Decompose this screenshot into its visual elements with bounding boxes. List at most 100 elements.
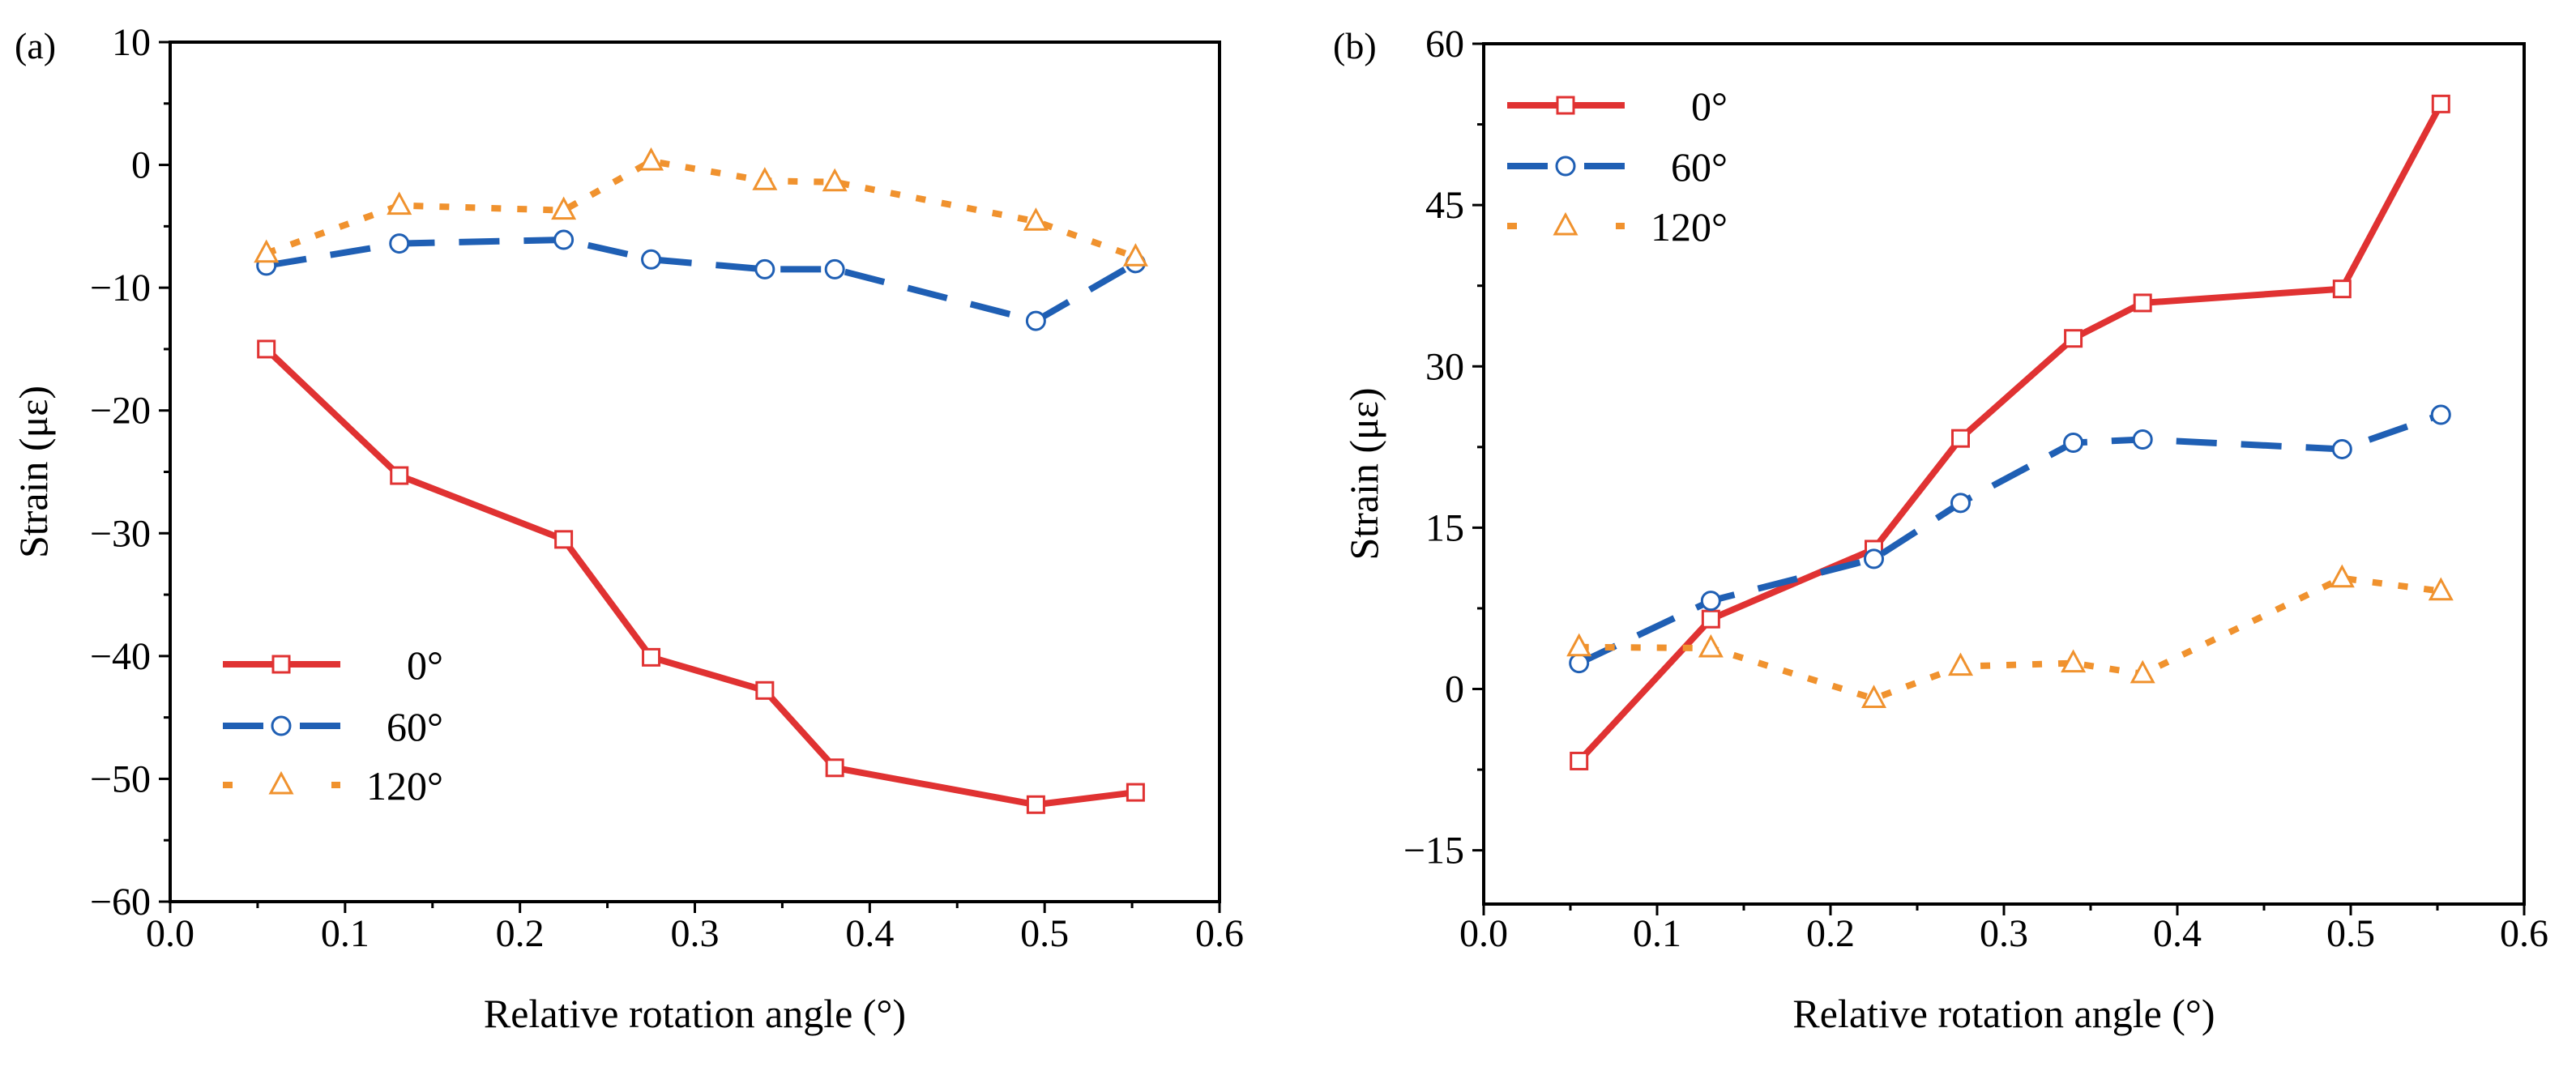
- triangle-marker: [551, 196, 577, 220]
- series-triangle: [254, 147, 1148, 267]
- circle-marker: [2331, 438, 2352, 459]
- series-line: [1577, 412, 2442, 667]
- x-tick-label: 0.1: [321, 912, 370, 955]
- legend-label: 60°: [387, 704, 443, 749]
- circle-marker: [2430, 404, 2451, 425]
- square-marker: [554, 530, 574, 549]
- square-marker: [257, 339, 276, 359]
- series-circle: [256, 229, 1146, 331]
- triangle-marker: [387, 191, 412, 215]
- circle-marker: [1025, 310, 1046, 331]
- circle-marker: [754, 258, 775, 279]
- series-triangle: [1566, 564, 2454, 708]
- triangle-marker: [2329, 564, 2355, 588]
- triangle-marker: [639, 147, 664, 171]
- x-tick-label: 0.5: [1020, 912, 1069, 955]
- circle-marker: [641, 249, 662, 270]
- square-marker: [2332, 279, 2352, 299]
- square-marker: [1026, 795, 1045, 814]
- series-line: [266, 237, 1138, 325]
- square-marker: [1570, 751, 1589, 770]
- square-marker: [2133, 293, 2152, 313]
- y-tick-label: 60: [1425, 23, 1464, 66]
- circle-marker: [271, 715, 292, 736]
- legend-item: 60°: [1507, 144, 1728, 190]
- triangle-marker: [1122, 243, 1148, 267]
- legend-label: 0°: [407, 642, 443, 688]
- triangle-marker: [1698, 633, 1724, 658]
- y-tick-label: −20: [90, 390, 151, 433]
- triangle-marker: [2130, 659, 2155, 684]
- y-tick-label: 45: [1425, 184, 1464, 227]
- square-marker: [825, 758, 844, 778]
- y-axis-label: Strain (με): [11, 386, 56, 558]
- x-tick-label: 0.1: [1633, 912, 1681, 955]
- x-axis-label: Relative rotation angle (°): [1792, 991, 2215, 1036]
- series-square: [1570, 94, 2450, 770]
- circle-marker: [1864, 548, 1884, 569]
- square-marker: [1951, 429, 1970, 448]
- square-marker: [271, 655, 291, 674]
- y-tick-label: 15: [1425, 506, 1464, 549]
- triangle-marker: [1947, 652, 1974, 676]
- series-line: [1576, 102, 2444, 764]
- x-tick-label: 0.3: [671, 912, 720, 955]
- legend-item: 120°: [1507, 204, 1728, 250]
- y-tick-label: 0: [131, 144, 151, 187]
- x-axis-label: Relative rotation angle (°): [484, 991, 906, 1036]
- square-marker: [1126, 783, 1145, 802]
- y-tick-label: −10: [90, 267, 151, 309]
- legend-item: 0°: [223, 642, 443, 688]
- triangle-marker: [752, 167, 778, 190]
- triangle-marker: [1553, 211, 1578, 236]
- circle-marker: [824, 258, 845, 279]
- square-marker: [1701, 609, 1720, 629]
- x-tick-label: 0.3: [1980, 912, 2028, 955]
- legend-item: 60°: [223, 704, 443, 749]
- triangle-marker: [1023, 207, 1049, 231]
- y-tick-label: 30: [1425, 345, 1464, 388]
- square-marker: [1556, 96, 1575, 115]
- triangle-marker: [268, 770, 294, 795]
- legend-item: 120°: [223, 763, 443, 808]
- square-marker: [755, 680, 775, 700]
- plot-frame: [1482, 42, 2526, 906]
- square-marker: [390, 466, 409, 485]
- x-tick-label: 0.2: [1806, 912, 1855, 955]
- y-tick-label: −50: [90, 757, 151, 800]
- circle-marker: [2063, 433, 2084, 454]
- legend-label: 0°: [1691, 83, 1728, 129]
- x-tick-label: 0.4: [845, 912, 894, 955]
- chart-panel-b: (b) 0.0 0.1 0.2 0.3 0.4 0.5 0.6 −15 0 15 30 45 60 Rela…: [1333, 23, 2548, 1036]
- x-tick-label: 0.6: [1195, 912, 1244, 955]
- circle-marker: [1569, 653, 1590, 674]
- x-tick-label: 0.0: [1459, 912, 1508, 955]
- series-square: [257, 339, 1145, 814]
- triangle-marker: [2061, 649, 2087, 673]
- square-marker: [2064, 329, 2083, 348]
- triangle-marker: [822, 168, 848, 192]
- panel-label: (b): [1333, 25, 1377, 66]
- x-tick-label: 0.4: [2153, 912, 2202, 955]
- y-tick-label: 10: [112, 21, 151, 64]
- legend-item: 0°: [1507, 83, 1728, 129]
- x-tick-label: 0.5: [2326, 912, 2375, 955]
- legend-label: 120°: [366, 763, 443, 808]
- plot-frame: [169, 41, 1221, 903]
- circle-marker: [1555, 156, 1576, 177]
- legend-label: 60°: [1671, 144, 1728, 190]
- circle-marker: [1700, 591, 1721, 612]
- circle-marker: [1950, 493, 1971, 514]
- series-line: [263, 347, 1136, 808]
- x-tick-label: 0.2: [496, 912, 545, 955]
- circle-marker: [553, 229, 575, 250]
- triangle-marker: [254, 239, 280, 263]
- y-tick-label: 0: [1445, 668, 1464, 711]
- panel-label: (a): [15, 25, 56, 66]
- series-circle: [1569, 404, 2451, 674]
- triangle-marker: [1566, 633, 1592, 657]
- square-marker: [642, 647, 661, 667]
- square-marker: [2431, 94, 2450, 113]
- y-axis-label: Strain (με): [1341, 387, 1386, 560]
